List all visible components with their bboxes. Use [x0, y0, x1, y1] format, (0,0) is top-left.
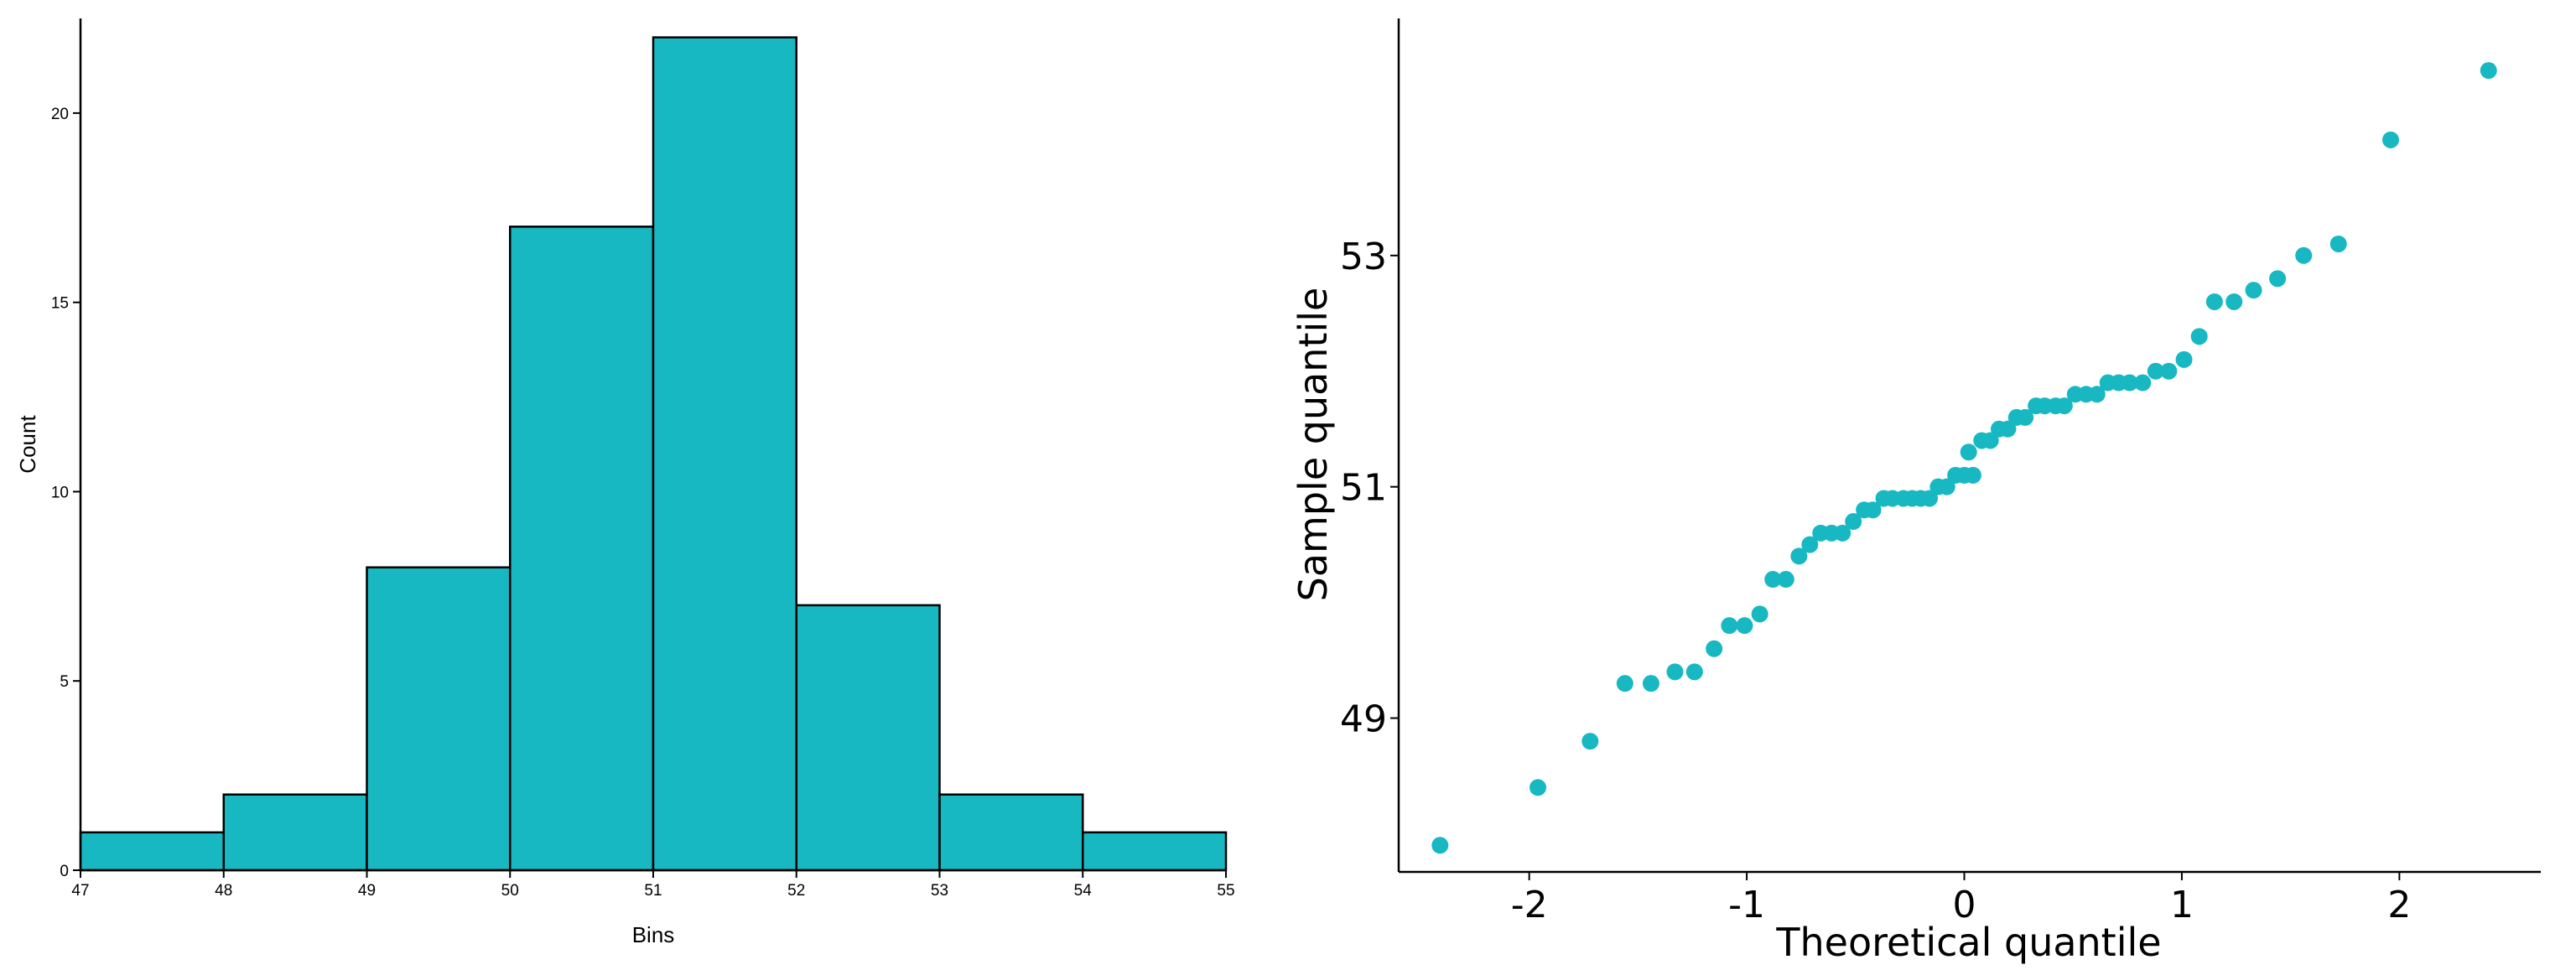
qq-point	[2088, 386, 2106, 403]
qq-point	[1431, 837, 1449, 854]
qq-x-tick-label: -1	[1728, 884, 1765, 926]
histogram-y-tick-label: 10	[51, 484, 69, 501]
qq-x-tick-label: 2	[2387, 884, 2411, 926]
qq-point	[2225, 293, 2243, 310]
qq-y-tick-label: 53	[1340, 236, 1387, 278]
qq-point	[1834, 524, 1852, 542]
histogram-y-ticks: 0 5 10 15 20	[51, 106, 80, 880]
qq-points	[1431, 62, 2497, 854]
qq-point	[2381, 131, 2399, 148]
histogram-y-tick-label: 20	[51, 106, 69, 123]
histogram-x-tick-label: 53	[931, 882, 948, 900]
histogram-bar	[795, 604, 941, 872]
qq-point	[1999, 420, 2017, 438]
qq-y-axis-title: Sample quantile	[1291, 288, 1336, 602]
qq-x-tick-label: -2	[1511, 884, 1548, 926]
qq-point	[2055, 397, 2073, 415]
histogram-y-axis-title: Count	[15, 415, 40, 474]
qq-point	[2190, 328, 2208, 345]
qq-point	[2134, 374, 2152, 392]
histogram-y-tick-label: 0	[60, 863, 69, 880]
qq-point	[1706, 640, 1723, 657]
qq-point	[1864, 501, 1882, 519]
histogram-bar	[366, 566, 512, 872]
histogram-x-tick-label: 55	[1217, 882, 1234, 900]
qq-point	[2205, 293, 2223, 310]
histogram-x-tick-label: 49	[358, 882, 376, 900]
qq-point	[1801, 536, 1819, 553]
qq-point	[2175, 350, 2193, 368]
qq-point	[2329, 235, 2347, 252]
qq-x-tick-label: 1	[2170, 884, 2194, 926]
qq-point	[2295, 246, 2313, 264]
histogram-x-axis-title: Bins	[632, 922, 675, 947]
histogram-y-tick-label: 15	[51, 295, 69, 313]
histogram-x-tick-label: 54	[1074, 882, 1093, 900]
qq-point	[1790, 547, 1808, 565]
qq-point	[1981, 432, 1999, 449]
histogram-x-tick-label: 48	[215, 882, 232, 900]
histogram-bar	[509, 226, 655, 872]
qq-point	[1964, 466, 1981, 484]
qq-point	[1616, 675, 1633, 692]
qq-point	[1642, 675, 1659, 692]
histogram-bar	[222, 793, 368, 872]
histogram-bar	[938, 793, 1084, 872]
histogram-x-tick-label: 52	[787, 882, 805, 900]
qq-point	[2160, 362, 2178, 380]
qq-point	[1530, 779, 1547, 796]
qq-point	[2245, 282, 2262, 299]
qq-point	[1685, 663, 1703, 681]
qq-point	[1581, 733, 1599, 750]
qq-y-tick-label: 49	[1340, 698, 1387, 741]
histogram-x-ticks: 47 48 49 50 51 52 53 54 55	[71, 870, 1235, 900]
qq-x-ticks: -2 -1 0 1 2	[1511, 872, 2411, 926]
qq-point	[2147, 362, 2164, 380]
qq-point	[1751, 605, 1768, 623]
histogram-bar	[79, 831, 225, 872]
qq-y-ticks: 49 51 53	[1340, 236, 1399, 741]
qq-plot-panel: -2 -1 0 1 2 49 51 53 Theoretical quantile Samp…	[1291, 18, 2541, 965]
qq-point	[1845, 513, 1862, 531]
qq-point	[2017, 408, 2034, 426]
qq-point	[1721, 617, 1738, 635]
qq-point	[1921, 490, 1939, 507]
histogram-bar	[652, 36, 797, 872]
histogram-bars	[79, 36, 1228, 872]
qq-point	[1736, 617, 1753, 635]
qq-point	[1938, 478, 1955, 495]
qq-x-tick-label: 0	[1953, 884, 1976, 926]
histogram-panel: 47 48 49 50 51 52 53 54 55 0 5 10 15 20 Bins Count	[15, 18, 1235, 947]
qq-y-tick-label: 51	[1340, 467, 1387, 510]
histogram-y-tick-label: 5	[60, 673, 69, 691]
qq-point	[2121, 374, 2138, 392]
qq-point	[2269, 270, 2287, 288]
qq-point	[1777, 571, 1794, 589]
qq-point	[1666, 663, 1684, 681]
histogram-x-tick-label: 50	[501, 882, 519, 900]
histogram-bar	[1082, 831, 1228, 872]
histogram-x-tick-label: 47	[71, 882, 89, 900]
histogram-x-tick-label: 51	[644, 882, 662, 900]
qq-point	[1764, 571, 1782, 589]
qq-x-axis-title: Theoretical quantile	[1775, 920, 2161, 965]
qq-point	[1960, 444, 1977, 461]
qq-point	[2480, 62, 2497, 80]
